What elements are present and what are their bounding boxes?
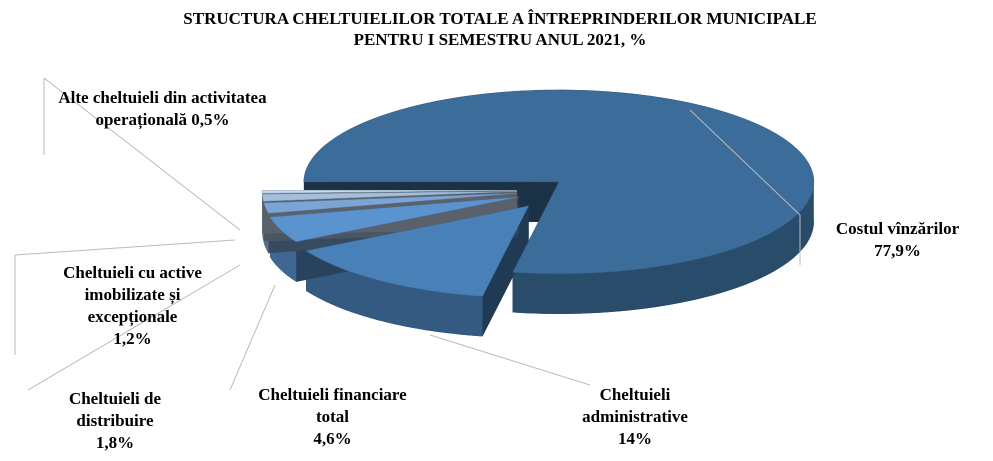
value-label: 77,9% — [874, 241, 921, 260]
slice — [303, 89, 815, 275]
slice-label: Alte cheltuieli din activitatea operațio… — [55, 87, 270, 131]
value-label: 1,2% — [113, 329, 152, 348]
leader-line — [43, 77, 241, 231]
leader-line — [689, 109, 801, 216]
slice — [269, 196, 519, 243]
value-label: 14% — [618, 429, 652, 448]
slice-label: Cheltuieli cu active imobilizate și exce… — [45, 262, 220, 350]
slice-label: Cheltuieli administrative 14% — [560, 384, 710, 450]
slice-label: Cheltuieli financiare total 4,6% — [245, 384, 420, 450]
leader-line — [27, 264, 241, 391]
leader-line — [14, 239, 236, 256]
value-label: 4,6% — [313, 429, 352, 448]
value-label: 0,5% — [191, 110, 230, 129]
category-label: Cheltuieli financiare total — [258, 385, 407, 426]
category-label: Alte cheltuieli din activitatea operațio… — [58, 88, 267, 129]
leader-line — [229, 284, 276, 391]
category-label: Costul vînzărilor — [835, 219, 960, 238]
leader-line — [429, 334, 591, 386]
category-label: Cheltuieli de distribuire — [68, 389, 162, 430]
slice-label: Costul vînzărilor 77,9% — [805, 218, 990, 262]
slice-label: Cheltuieli de distribuire 1,8% — [55, 388, 175, 454]
category-label: Cheltuieli cu active imobilizate și exce… — [63, 263, 202, 326]
slice — [261, 191, 518, 202]
leader-lines — [14, 77, 801, 391]
slice — [261, 190, 518, 194]
slice — [263, 192, 518, 214]
slice — [305, 205, 530, 297]
slice-wall — [306, 250, 483, 337]
chart-title: STRUCTURA CHELTUIELILOR TOTALE A ÎNTREPR… — [183, 9, 817, 49]
category-label: Cheltuieli administrative — [582, 385, 688, 426]
slice-wall — [512, 181, 814, 314]
value-label: 1,8% — [95, 433, 135, 452]
